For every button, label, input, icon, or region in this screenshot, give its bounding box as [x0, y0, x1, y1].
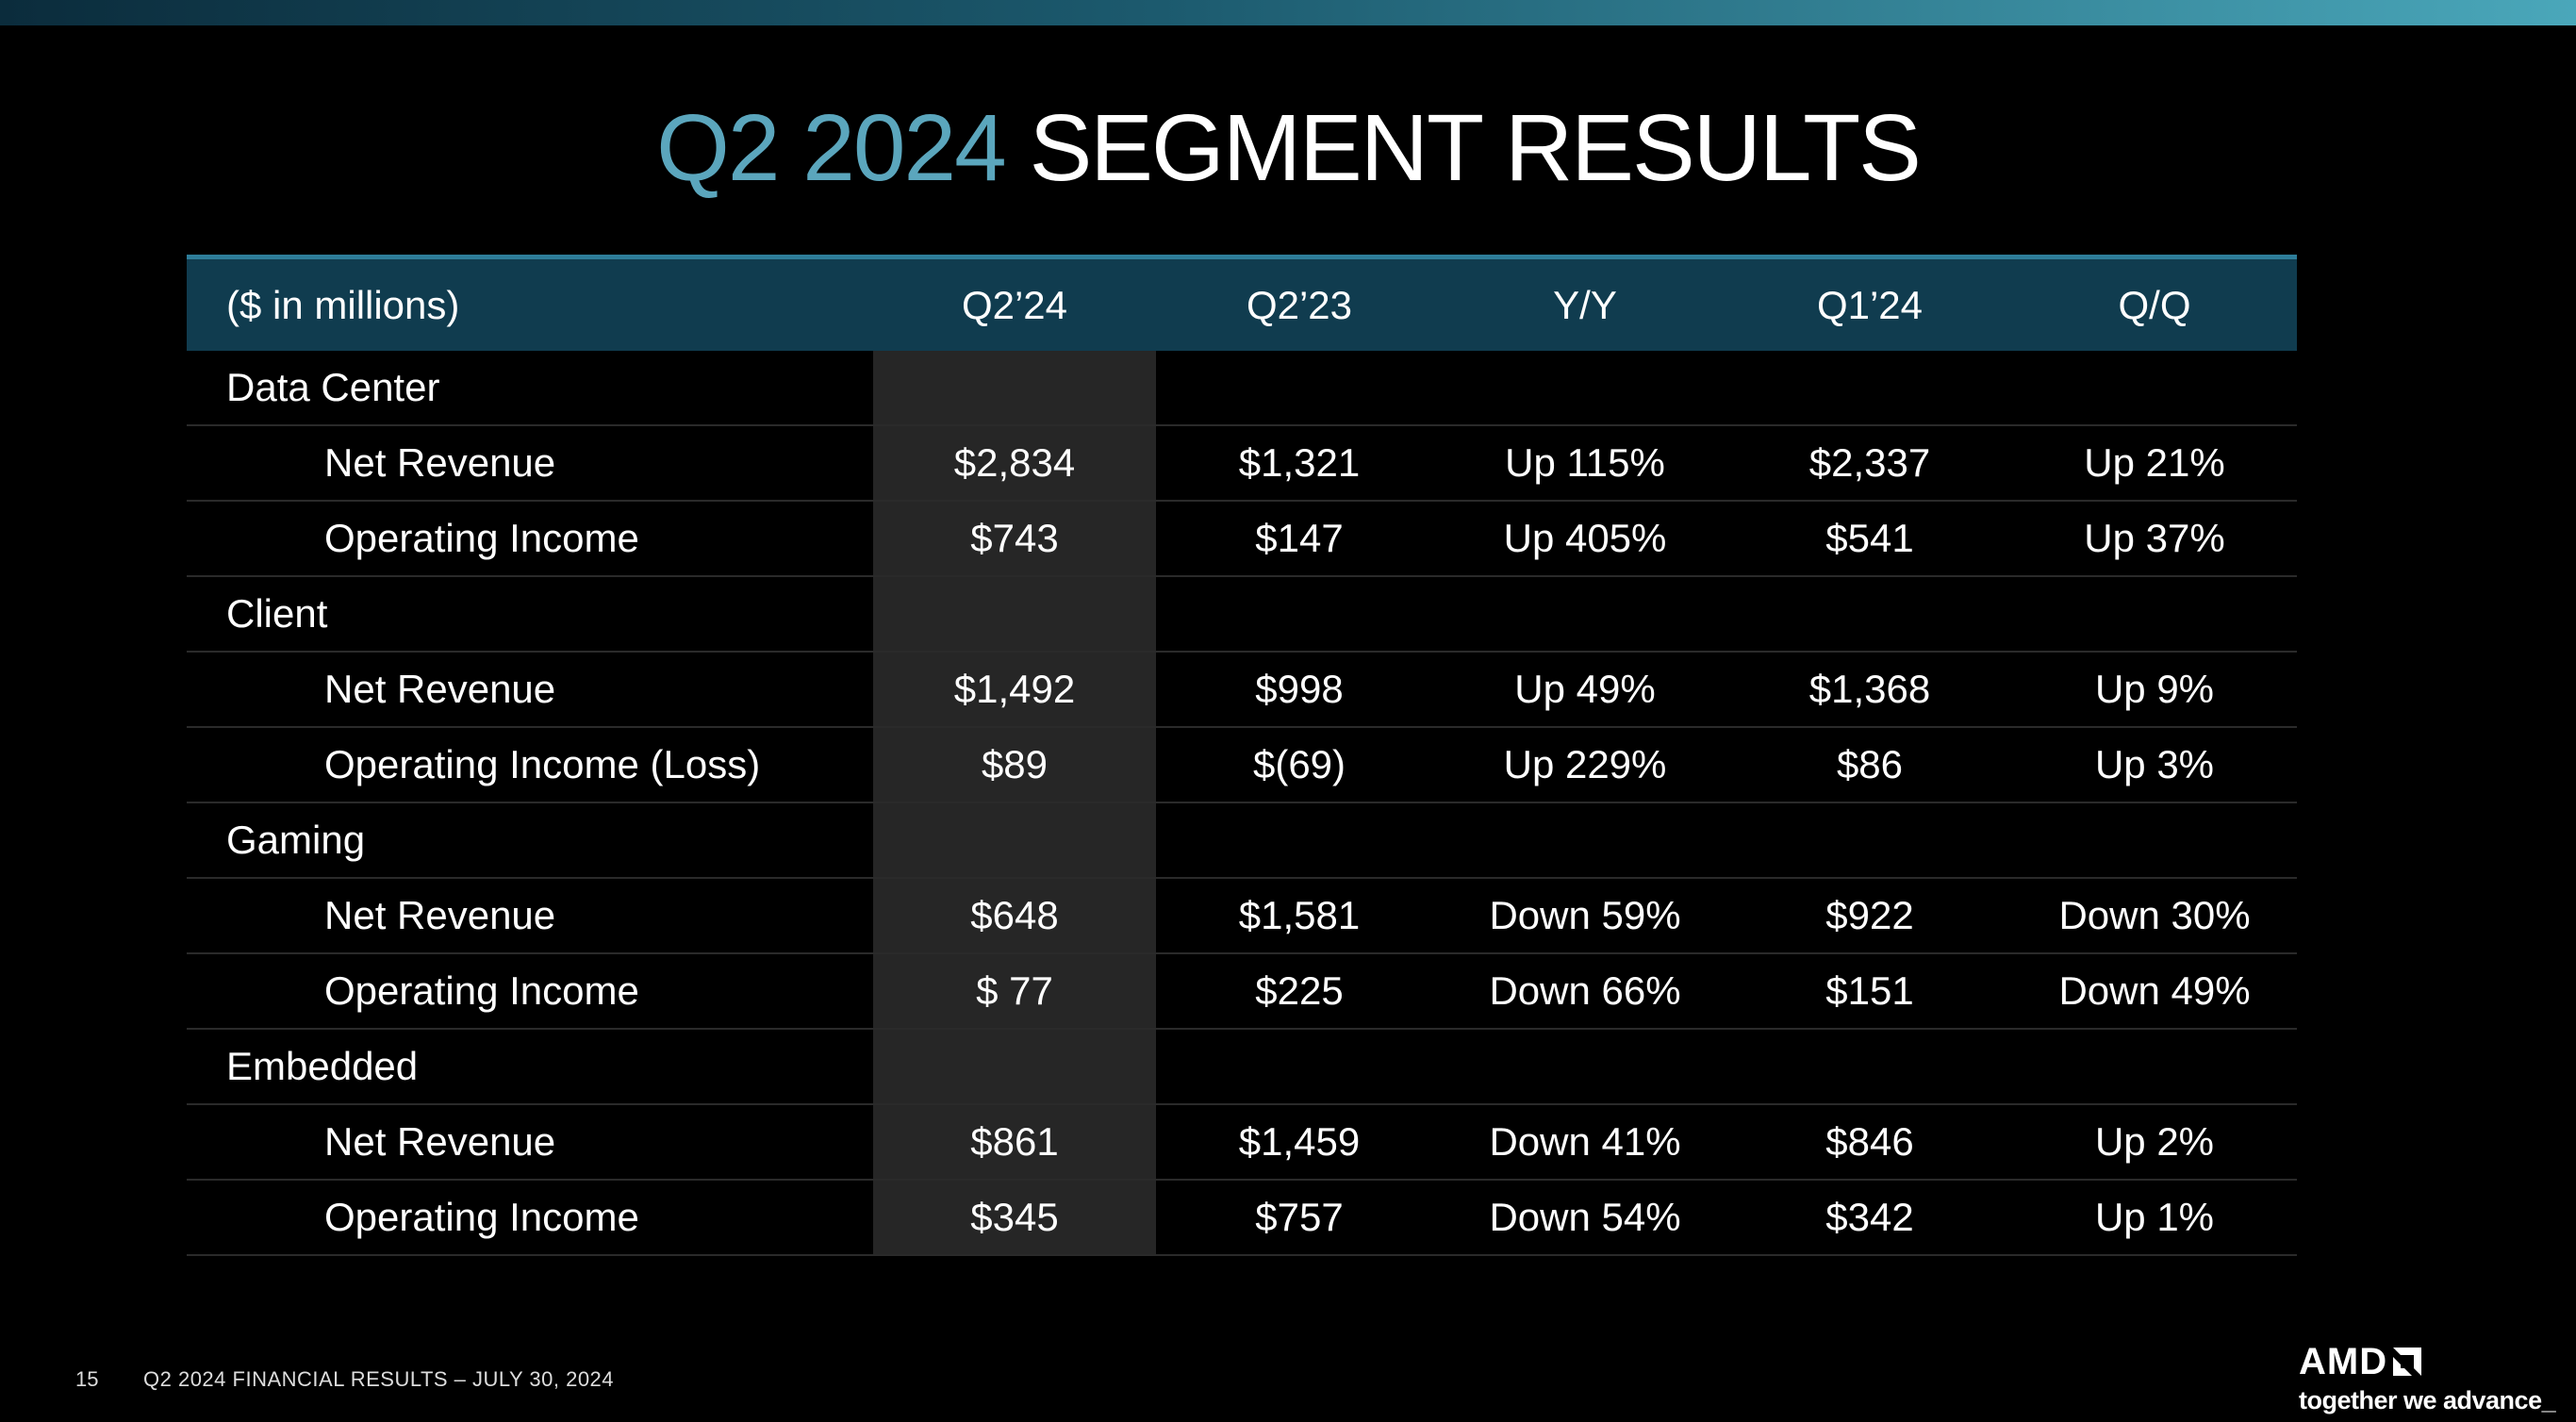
cell-yy: Up 115% — [1505, 440, 1665, 485]
cell-q1-24: $846 — [1825, 1119, 1914, 1164]
cell-label: Embedded — [226, 1044, 419, 1088]
cell-yy: Down 59% — [1489, 893, 1681, 937]
cell-yy: Up 405% — [1503, 516, 1667, 560]
cell-q2-23: $225 — [1255, 968, 1344, 1013]
table-row: Operating Income $743 $147 Up 405% $541 Up 37… — [187, 502, 2297, 577]
title-accent: Q2 2024 — [656, 95, 1007, 201]
highlight-column-q224 — [873, 351, 1156, 1256]
footer-text: Q2 2024 FINANCIAL RESULTS – JULY 30, 202… — [143, 1367, 615, 1391]
cell-q2-24: $345 — [970, 1195, 1059, 1239]
page-title: Q2 2024 SEGMENT RESULTS — [0, 94, 2576, 203]
cell-label: Net Revenue — [324, 440, 556, 485]
cell-q1-24: $2,337 — [1808, 440, 1931, 485]
logo-tagline: together we advance_ — [2299, 1386, 2556, 1414]
table-row: Operating Income $ 77 $225 Down 66% $151 Down… — [187, 954, 2297, 1030]
table-row: Net Revenue $2,834 $1,321 Up 115% $2,337 Up 2… — [187, 426, 2297, 502]
cell-label: Net Revenue — [324, 667, 556, 711]
amd-logo: AMD together we advance_ — [2299, 1341, 2556, 1415]
amd-arrow-icon — [2393, 1348, 2422, 1376]
header-cell-qq: Q/Q — [2118, 282, 2191, 327]
cell-q1-24: $151 — [1825, 968, 1914, 1013]
segment-results-table: ($ in millions) Q2’24 Q2’23 Y/Y Q1’24 Q/Q Dat… — [187, 255, 2297, 1256]
cell-label: Operating Income — [324, 516, 639, 560]
header-cell-q2-24: Q2’24 — [961, 282, 1068, 327]
table-body: Data Center Net Revenue $2,834 $1,321 Up 115… — [187, 351, 2297, 1256]
cell-qq: Down 30% — [2058, 893, 2251, 937]
segment-row: Embedded — [187, 1030, 2297, 1105]
cell-label: Operating Income — [324, 968, 639, 1013]
cell-q2-23: $1,581 — [1238, 893, 1361, 937]
segment-row: Data Center — [187, 351, 2297, 426]
cell-yy: Up 49% — [1514, 667, 1656, 711]
cell-q2-24: $648 — [970, 893, 1059, 937]
cell-q1-24: $86 — [1836, 742, 1904, 786]
cell-q1-24: $1,368 — [1808, 667, 1931, 711]
cell-qq: Down 49% — [2058, 968, 2251, 1013]
cell-label: Gaming — [226, 818, 366, 862]
table-row: Net Revenue $648 $1,581 Down 59% $922 Down 30… — [187, 879, 2297, 954]
cell-label: Operating Income (Loss) — [324, 742, 761, 786]
table-row: Operating Income (Loss) $89 $(69) Up 229% $8… — [187, 728, 2297, 803]
logo-brand: AMD — [2299, 1341, 2388, 1382]
cell-q2-24: $ 77 — [976, 968, 1053, 1013]
title-main: SEGMENT RESULTS — [1029, 95, 1922, 201]
cell-qq: Up 3% — [2094, 742, 2215, 786]
cell-qq: Up 21% — [2084, 440, 2225, 485]
cell-qq: Up 9% — [2094, 667, 2215, 711]
cell-q2-23: $(69) — [1252, 742, 1346, 786]
cell-q2-23: $1,321 — [1238, 440, 1361, 485]
cell-q2-23: $757 — [1255, 1195, 1344, 1239]
page-number: 15 — [75, 1367, 99, 1391]
cell-qq: Up 2% — [2094, 1119, 2215, 1164]
cell-q1-24: $922 — [1825, 893, 1914, 937]
cell-q2-24: $2,834 — [953, 440, 1076, 485]
cell-yy: Down 66% — [1489, 968, 1681, 1013]
cell-label: Operating Income — [324, 1195, 639, 1239]
table-row: Net Revenue $861 $1,459 Down 41% $846 Up 2% — [187, 1105, 2297, 1181]
cell-q2-23: $147 — [1255, 516, 1344, 560]
table-row: Net Revenue $1,492 $998 Up 49% $1,368 Up 9% — [187, 653, 2297, 728]
cell-qq: Up 1% — [2094, 1195, 2215, 1239]
header-cell-q2-23: Q2’23 — [1246, 282, 1353, 327]
cell-q2-23: $998 — [1255, 667, 1344, 711]
cell-label: Net Revenue — [324, 1119, 556, 1164]
cell-yy: Down 54% — [1489, 1195, 1681, 1239]
cell-q2-24: $1,492 — [953, 667, 1076, 711]
cell-q1-24: $342 — [1825, 1195, 1914, 1239]
table-header-row: ($ in millions) Q2’24 Q2’23 Y/Y Q1’24 Q/Q — [187, 255, 2297, 351]
header-cell-yy: Y/Y — [1553, 282, 1617, 327]
segment-row: Gaming — [187, 803, 2297, 879]
header-cell-label: ($ in millions) — [226, 282, 460, 327]
cell-q2-24: $89 — [981, 742, 1049, 786]
cell-q2-24: $861 — [970, 1119, 1059, 1164]
cell-q2-24: $743 — [970, 516, 1059, 560]
cell-q2-23: $1,459 — [1238, 1119, 1361, 1164]
top-accent-bar — [0, 0, 2576, 25]
cell-label: Net Revenue — [324, 893, 556, 937]
table-row: Operating Income $345 $757 Down 54% $342 Up 1… — [187, 1181, 2297, 1256]
header-cell-q1-24: Q1’24 — [1816, 282, 1924, 327]
cell-label: Client — [226, 591, 328, 636]
cell-q1-24: $541 — [1825, 516, 1914, 560]
cell-yy: Up 229% — [1503, 742, 1667, 786]
cell-qq: Up 37% — [2084, 516, 2225, 560]
cell-yy: Down 41% — [1489, 1119, 1681, 1164]
segment-row: Client — [187, 577, 2297, 653]
cell-label: Data Center — [226, 365, 440, 409]
